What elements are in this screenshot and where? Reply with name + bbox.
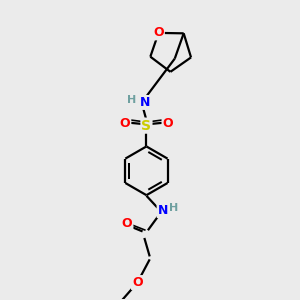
Text: S: S	[141, 118, 152, 133]
Text: O: O	[120, 117, 130, 130]
Text: H: H	[169, 203, 179, 213]
Text: O: O	[122, 217, 132, 230]
Text: O: O	[153, 26, 164, 39]
Text: H: H	[127, 95, 136, 105]
Text: N: N	[140, 96, 150, 109]
Text: O: O	[163, 117, 173, 130]
Text: N: N	[158, 204, 168, 217]
Text: O: O	[132, 276, 142, 289]
